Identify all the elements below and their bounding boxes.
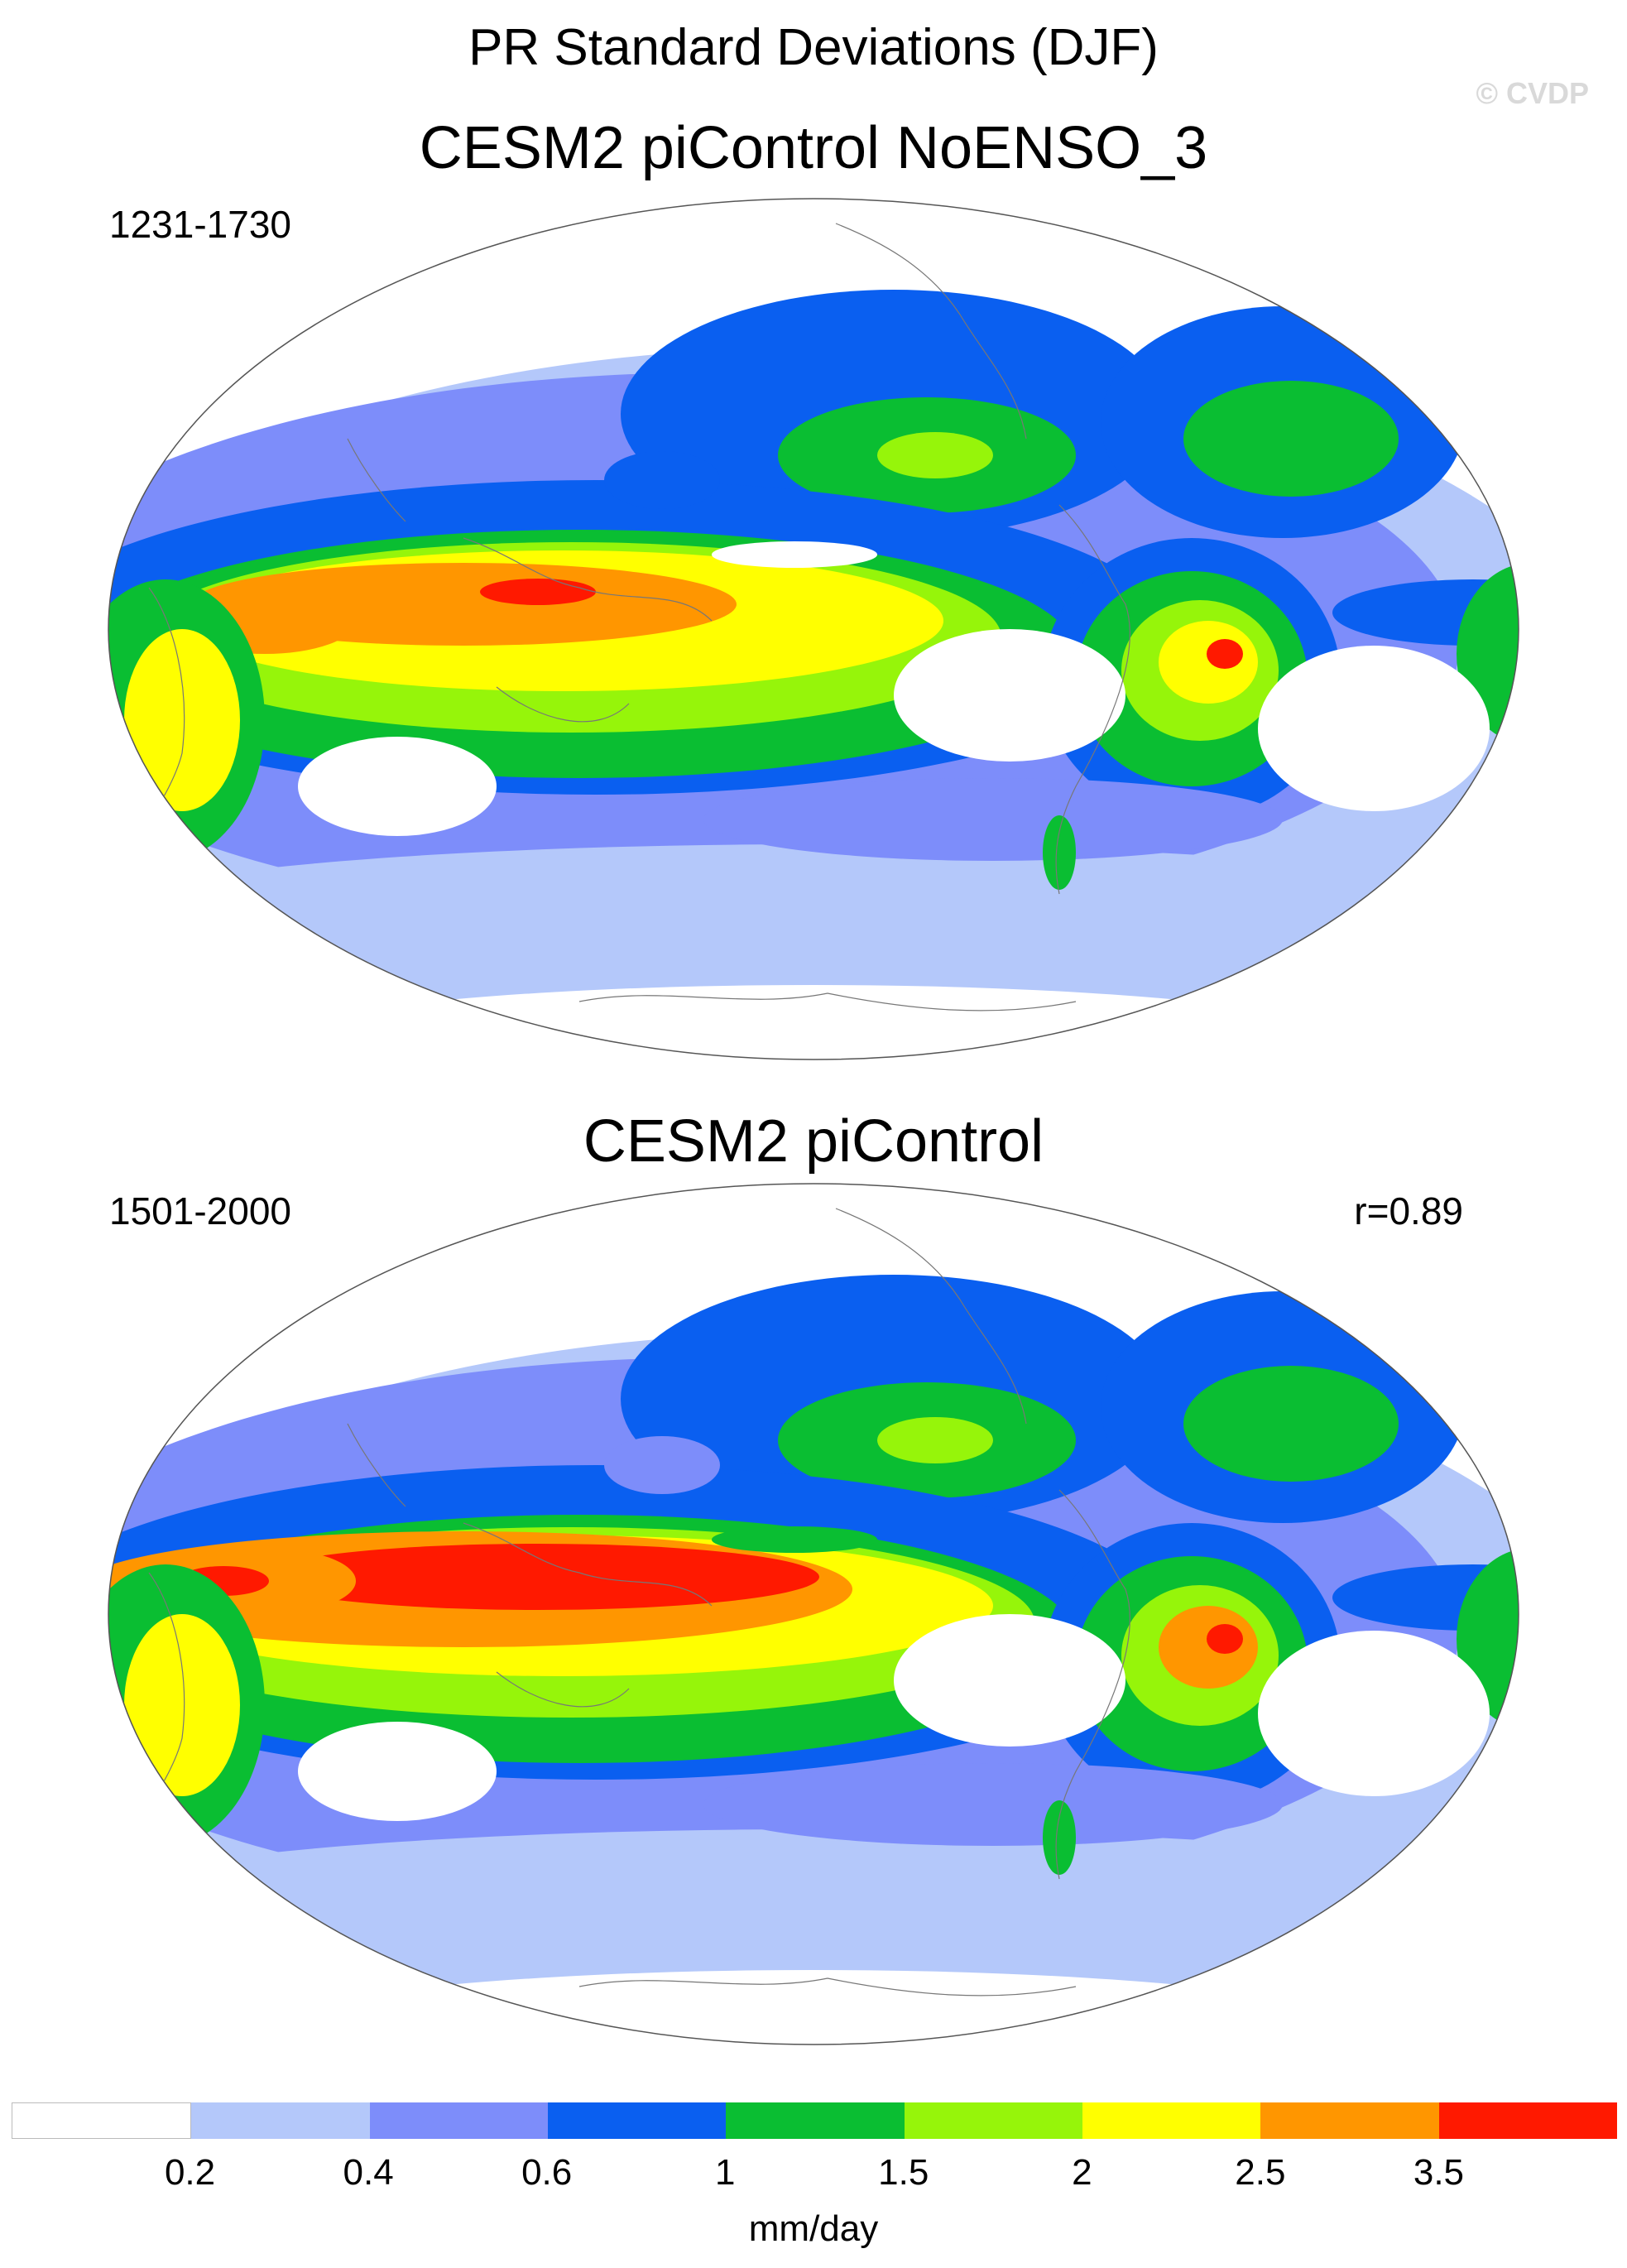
colorbar-tick-label: 0.2 [164,2152,216,2193]
colorbar-swatch [726,2102,905,2139]
colorbar [12,2102,1617,2139]
panel2-period: 1501-2000 [109,1189,291,1233]
colorbar-tick-label: 0.6 [521,2152,573,2193]
coastline [1055,504,1130,895]
coastline [835,1208,1027,1425]
coastline [578,1977,1077,1997]
colorbar-tick-label: 2 [1072,2152,1092,2193]
cvdp-watermark: © CVDP [1476,76,1589,110]
coastline [496,1671,630,1708]
precip-field [108,1184,1519,2045]
coastline [496,686,630,723]
panel1-period: 1231-1730 [109,203,291,246]
colorbar-swatch [904,2102,1082,2139]
colorbar-swatch [1438,2102,1617,2139]
panel2-map [108,1183,1519,2045]
figure-title: PR Standard Deviations (DJF) [468,19,1159,76]
coastline [463,1522,713,1607]
panel1-title: CESM2 piControl NoENSO_3 [419,115,1208,181]
colorbar-swatch [12,2102,192,2139]
panel1-map [108,198,1519,1060]
coastline [835,223,1027,440]
colorbar-swatch [191,2102,370,2139]
colorbar-swatch [1082,2102,1261,2139]
coastline [347,438,406,522]
coastline [347,1423,406,1507]
colorbar-swatch [369,2102,548,2139]
coastline [578,992,1077,1011]
colorbar-tick-label: 3.5 [1413,2152,1465,2193]
panel2-correlation: r=0.89 [1354,1189,1463,1233]
coastline [463,537,713,622]
colorbar-swatch [1260,2102,1439,2139]
colorbar-tick-label: 2.5 [1235,2152,1286,2193]
panel2-title: CESM2 piControl [583,1108,1044,1175]
colorbar-tick-label: 1 [714,2152,736,2193]
coastline [1055,1489,1130,1880]
precip-field [108,199,1519,1060]
colorbar-swatch [547,2102,727,2139]
colorbar-tick-label: 0.4 [343,2152,394,2193]
colorbar-tick-label: 1.5 [878,2152,929,2193]
map-outline [108,1183,1519,2045]
colorbar-units: mm/day [748,2208,879,2249]
map-outline [108,198,1519,1060]
